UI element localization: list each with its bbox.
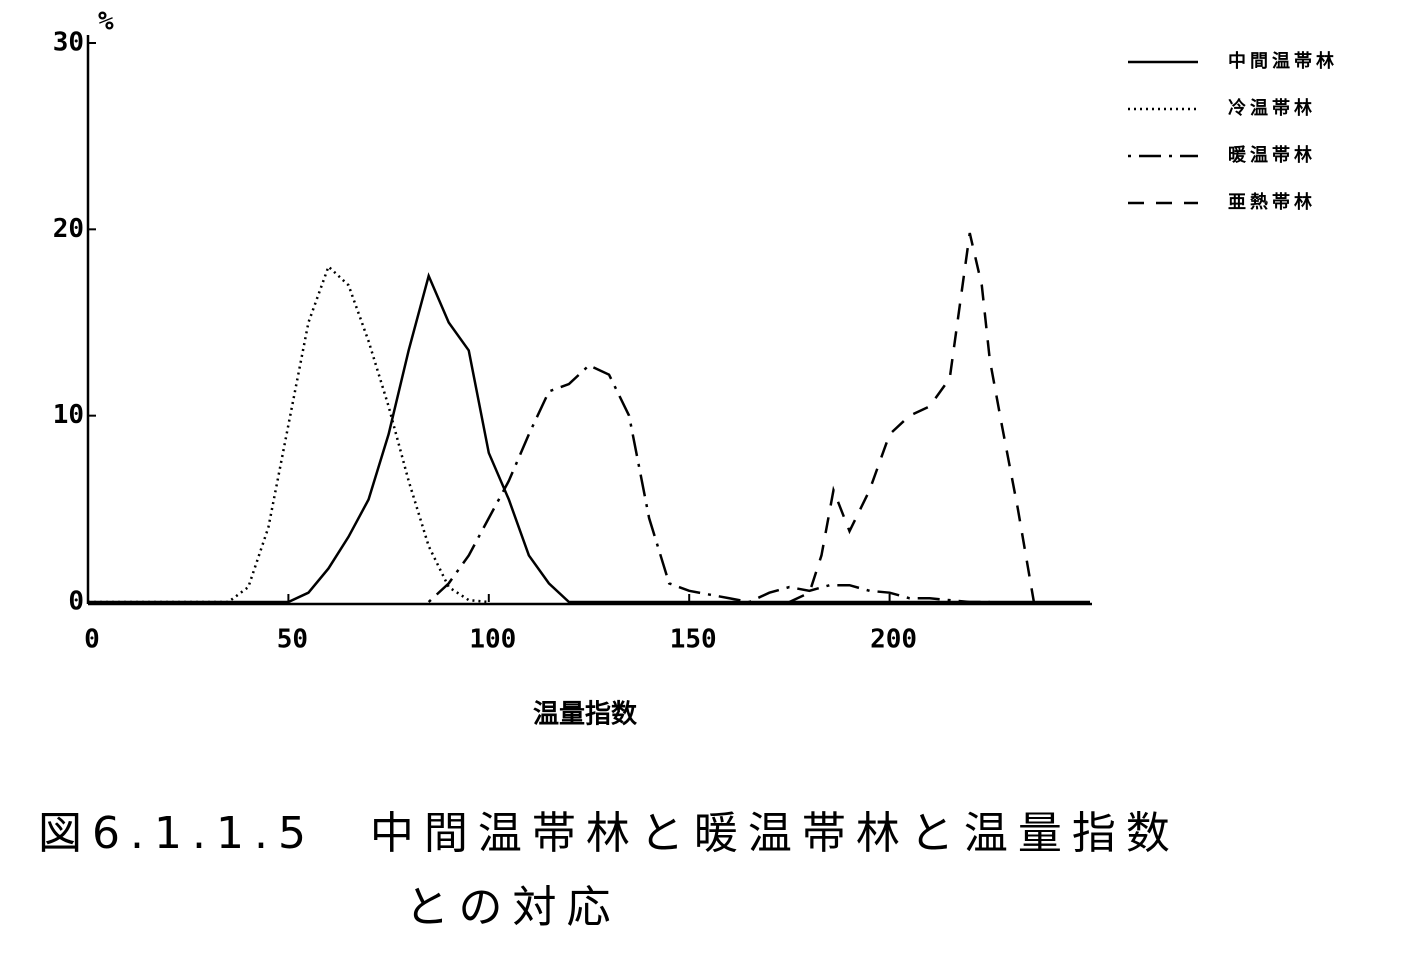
- x-axis-label: 温量指数: [533, 700, 638, 730]
- caption: 図6.1.1.5 中間温帯林と暖温帯林と温量指数: [38, 808, 1180, 859]
- legend-label: 亜熱帯林: [1228, 191, 1316, 213]
- x-tick-label: 50: [277, 625, 308, 655]
- x-tick-label: 200: [870, 625, 917, 655]
- x-tick-label: 100: [469, 625, 516, 655]
- y-tick-label: 0: [68, 587, 84, 617]
- y-tick-label: 30: [53, 28, 84, 58]
- legend-label: 冷温帯林: [1228, 97, 1316, 119]
- x-tick-label: 150: [670, 625, 717, 655]
- legend-label: 中間温帯林: [1228, 50, 1338, 72]
- x-tick-label: 0: [84, 625, 100, 655]
- caption: との対応: [405, 882, 621, 933]
- series-line: [88, 264, 489, 604]
- series-line: [788, 232, 1036, 604]
- y-tick-label: 10: [53, 400, 84, 430]
- series-line: [427, 363, 990, 604]
- y-unit-label: %: [98, 7, 114, 37]
- legend-label: 暖温帯林: [1228, 144, 1316, 166]
- series-line: [88, 272, 1090, 604]
- y-tick-label: 20: [53, 214, 84, 244]
